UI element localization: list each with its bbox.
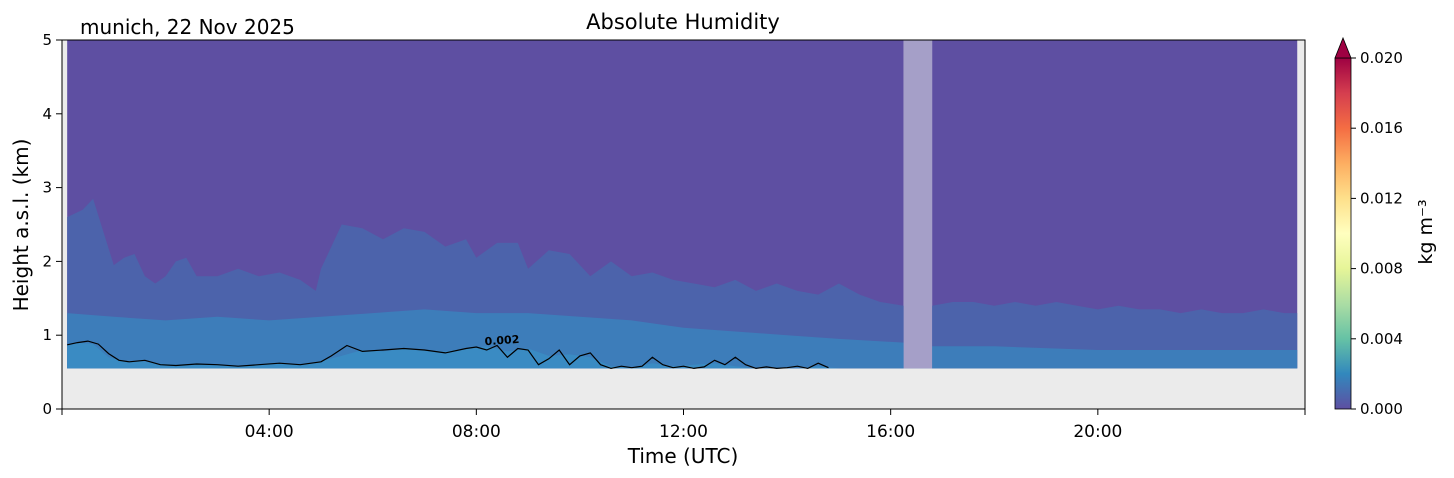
- contour-line-1: [67, 340, 829, 370]
- heatmap-band-3: [67, 342, 904, 369]
- chart-subtitle: munich, 22 Nov 2025: [80, 15, 295, 39]
- colorbar-gradient: [1334, 57, 1352, 410]
- contour-label-1: 0.002: [484, 333, 520, 348]
- colorbar: 0.000 0.004 0.008 0.012 0.016 0.020 kg m⁻³: [1334, 36, 1437, 418]
- x-tick-label-1: 04:00: [245, 422, 294, 442]
- chart-title: Absolute Humidity: [586, 10, 780, 34]
- x-tick-label-2: 08:00: [452, 422, 501, 442]
- colorbar-ticks: 0.000 0.004 0.008 0.012 0.016 0.020: [1351, 49, 1403, 418]
- missing-data-gap: [903, 40, 933, 369]
- colorbar-tick-label-5: 0.016: [1360, 119, 1403, 137]
- colorbar-label: kg m⁻³: [1415, 199, 1437, 264]
- y-tick-label-6: 5: [42, 31, 52, 49]
- colorbar-tick-label-3: 0.008: [1360, 260, 1403, 278]
- x-tick-label-4: 16:00: [866, 422, 915, 442]
- colorbar-tick-label-2: 0.004: [1360, 330, 1403, 348]
- y-tick-label-3: 2: [42, 252, 52, 270]
- x-axis-label: Time (UTC): [627, 444, 739, 468]
- colorbar-tick-label-1: 0.000: [1360, 400, 1403, 418]
- x-tick-label-3: 12:00: [659, 422, 708, 442]
- y-tick-label-4: 3: [42, 179, 52, 197]
- y-axis-label: Height a.s.l. (km): [9, 139, 33, 312]
- y-tick-label-2: 1: [42, 326, 52, 344]
- y-axis-ticks: 0 1 2 3 4 5: [42, 31, 62, 418]
- heatmap-content: 0.002: [67, 40, 1298, 370]
- x-axis-ticks: 04:00 08:00 12:00 16:00 20:00: [61, 409, 1306, 442]
- colorbar-extend-arrow: [1334, 36, 1352, 59]
- colorbar-tick-label-6: 0.020: [1360, 49, 1403, 67]
- x-tick-label-5: 20:00: [1073, 422, 1122, 442]
- y-tick-label-5: 4: [42, 105, 52, 123]
- plot-area: 0.002 04:00 08:00 12:00 16:00 20:00 0 1 2 3 4 5: [42, 31, 1306, 442]
- colorbar-tick-label-4: 0.012: [1360, 189, 1403, 207]
- y-tick-label-1: 0: [42, 400, 52, 418]
